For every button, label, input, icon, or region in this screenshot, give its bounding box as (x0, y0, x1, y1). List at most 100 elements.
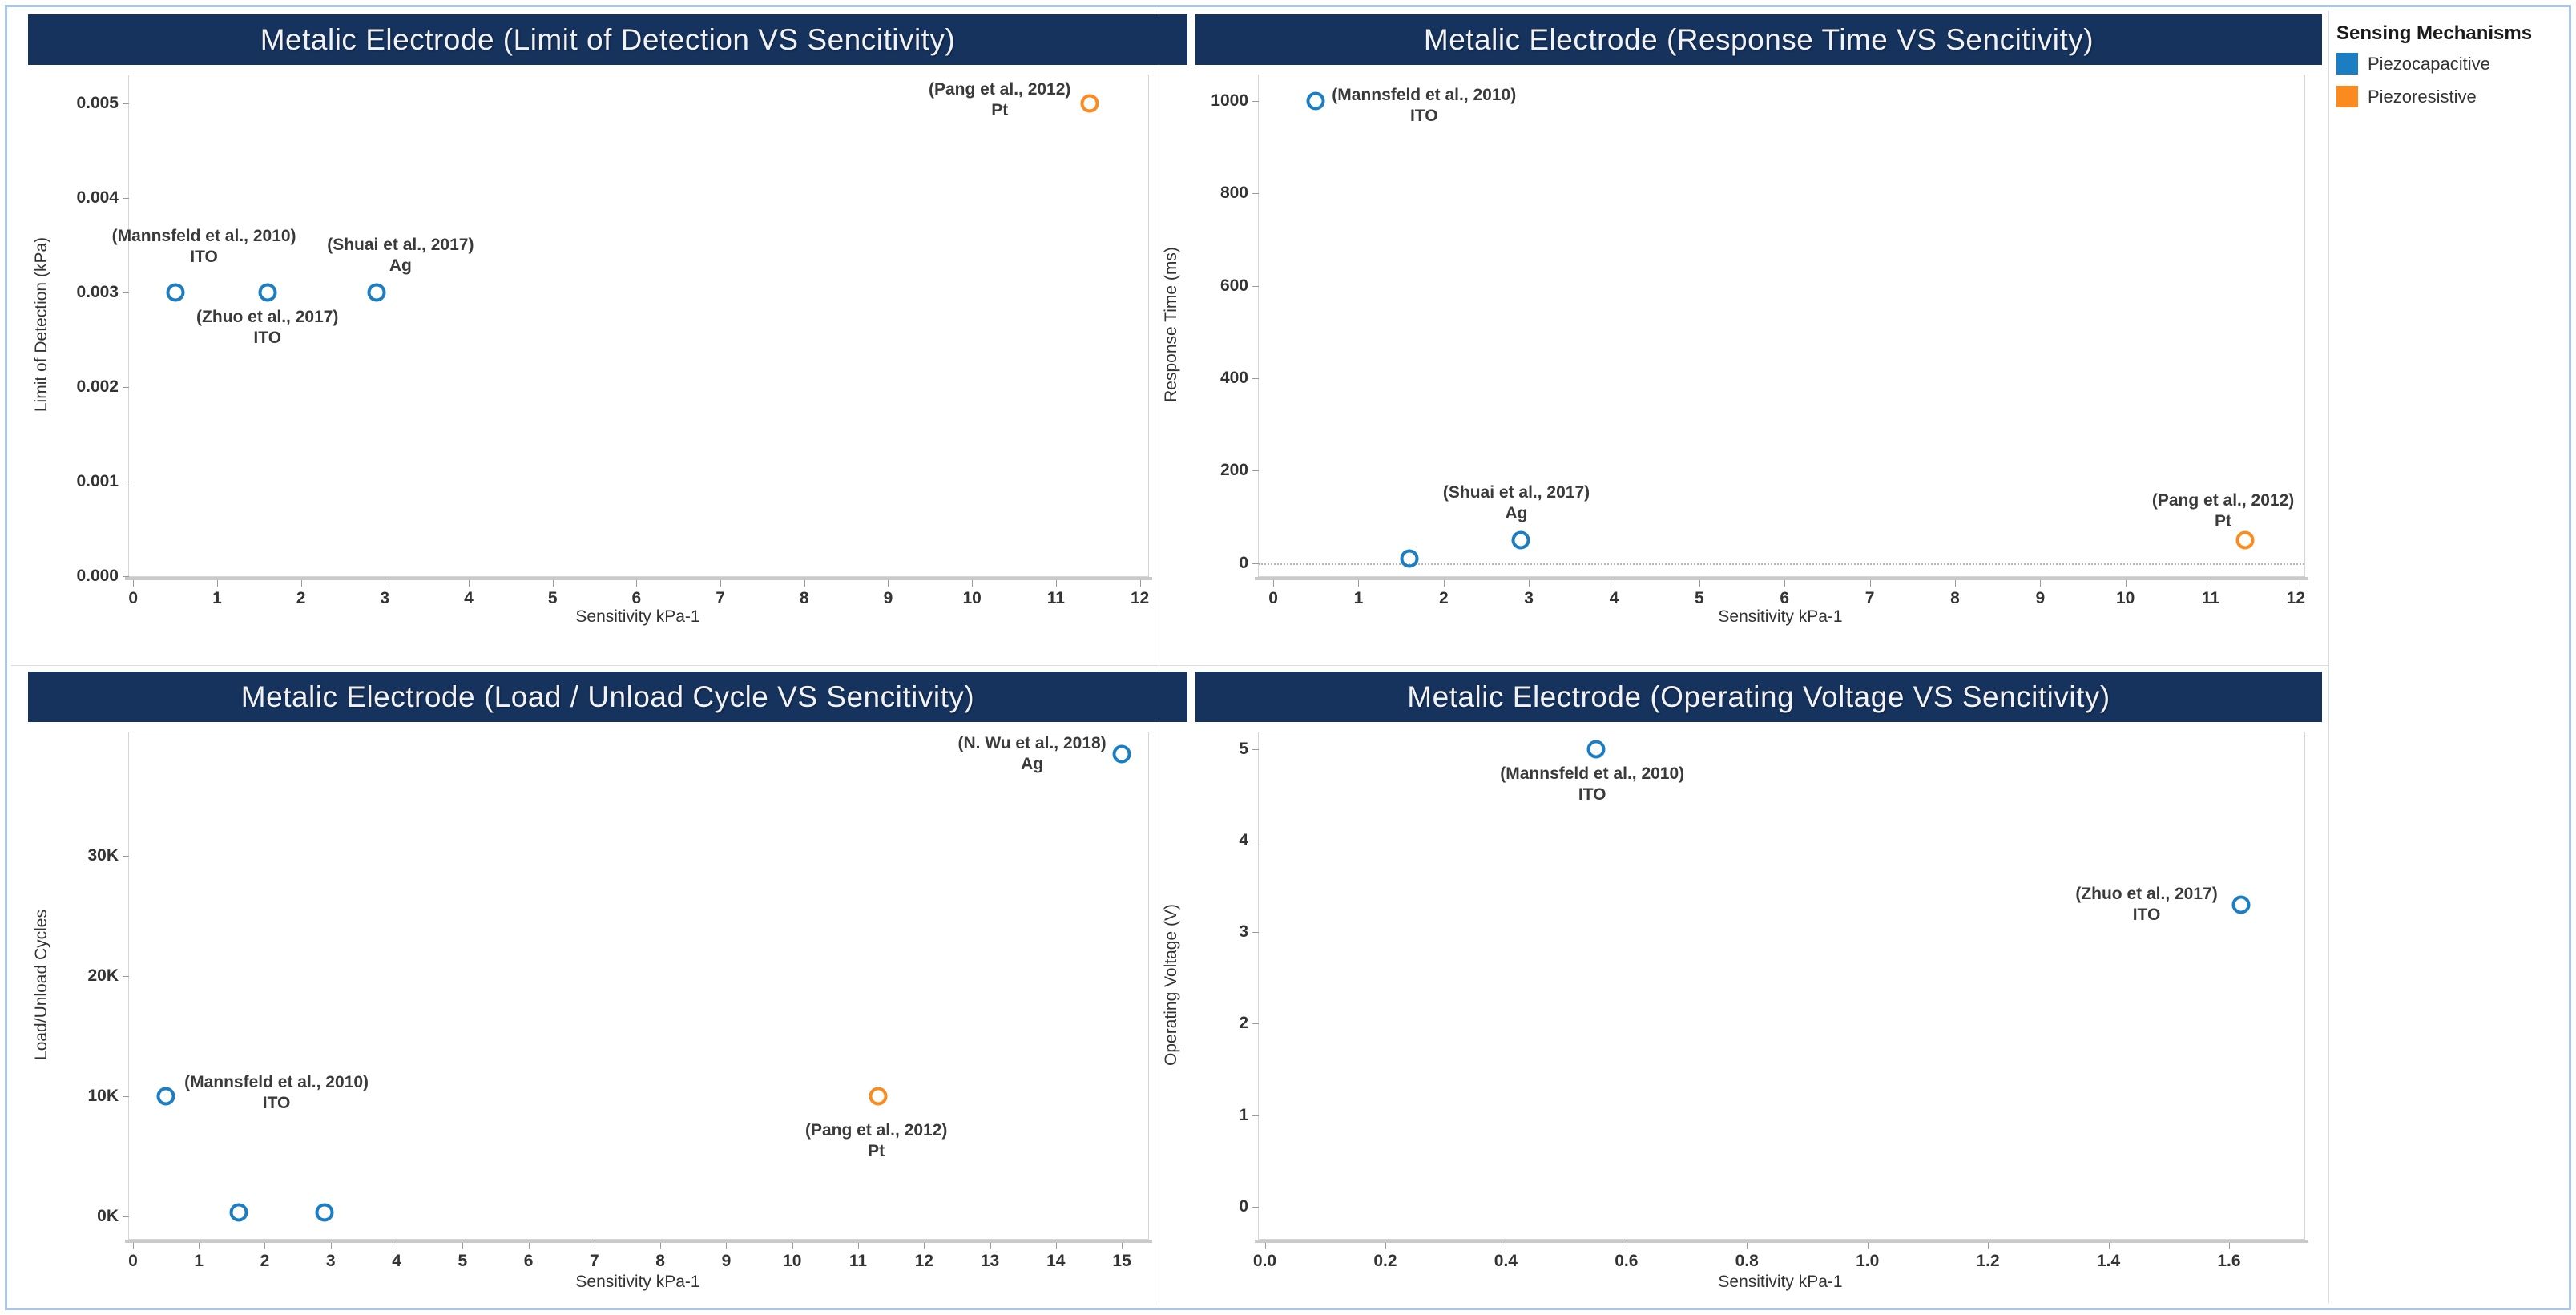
y-tick-label: 600 (1219, 276, 1248, 295)
y-tick-label: 200 (1219, 461, 1248, 480)
x-tick-mark (1139, 580, 1141, 587)
scatter-point[interactable] (1080, 94, 1099, 113)
point-citation: (Shuai et al., 2017) (327, 236, 474, 255)
y-tick-mark (1252, 1023, 1259, 1025)
point-citation: (Pang et al., 2012) (929, 80, 1071, 99)
x-tick-mark (1385, 1243, 1386, 1249)
scatter-point[interactable] (315, 1203, 334, 1222)
y-tick-label: 0.001 (76, 472, 119, 491)
y-tick-label: 0.000 (76, 567, 119, 585)
point-label: (Zhuo et al., 2017) ITO (2075, 884, 2217, 926)
x-axis-line (1255, 577, 2308, 580)
x-axis-line (1255, 1240, 2308, 1243)
x-tick-mark (1784, 580, 1786, 587)
point-material: Ag (1021, 754, 1044, 773)
y-tick-label: 800 (1219, 184, 1248, 203)
point-citation: (Zhuo et al., 2017) (2075, 884, 2218, 903)
x-axis-line (125, 577, 1152, 580)
x-tick-label: 7 (1864, 589, 1875, 607)
y-tick-mark (1252, 100, 1259, 102)
point-material: Pt (991, 101, 1009, 120)
scatter-point[interactable] (1306, 91, 1325, 111)
y-tick-mark (1252, 563, 1259, 564)
scatter-point[interactable] (2231, 895, 2251, 914)
scatter-point[interactable] (166, 283, 185, 302)
legend-item-piezoresistive[interactable]: Piezoresistive (2336, 86, 2532, 107)
x-tick-label: 0.4 (1494, 1252, 1518, 1270)
y-tick-mark (1252, 1115, 1259, 1116)
scatter-point[interactable] (1586, 740, 1606, 759)
x-tick-mark (1122, 1243, 1123, 1249)
scatter-point[interactable] (1511, 530, 1530, 550)
y-tick-mark (123, 1095, 129, 1097)
legend-item-piezocapacitive[interactable]: Piezocapacitive (2336, 53, 2532, 75)
scatter-point[interactable] (156, 1087, 175, 1106)
zero-reference-line (1259, 563, 2304, 565)
scatter-point[interactable] (229, 1203, 248, 1222)
x-tick-label: 7 (716, 589, 725, 607)
y-tick-label: 1 (1239, 1105, 1248, 1124)
scatter-point[interactable] (2235, 530, 2255, 550)
x-tick-label: 8 (655, 1252, 665, 1270)
y-tick-label: 0K (97, 1206, 119, 1225)
legend-sensing-mechanisms: Sensing Mechanisms Piezocapacitive Piezo… (2336, 22, 2532, 119)
point-material: Ag (1505, 503, 1528, 522)
point-material: ITO (253, 329, 282, 348)
piezocapacitive-swatch-icon (2336, 53, 2358, 75)
point-label: (Shuai et al., 2017) Ag (327, 235, 474, 276)
x-tick-label: 4 (464, 589, 474, 607)
x-tick-mark (2040, 580, 2042, 587)
x-tick-mark (1699, 580, 1700, 587)
x-tick-label: 15 (1112, 1252, 1131, 1270)
point-citation: (Mannsfeld et al., 2010) (184, 1072, 369, 1091)
scatter-point[interactable] (869, 1087, 888, 1106)
point-citation: (Zhuo et al., 2017) (196, 308, 339, 327)
point-citation: (Pang et al., 2012) (804, 1120, 948, 1140)
x-tick-mark (660, 1243, 662, 1249)
x-tick-label: 9 (2035, 589, 2046, 607)
x-tick-label: 4 (1609, 589, 1619, 607)
scatter-point[interactable] (1112, 744, 1131, 764)
point-material: Ag (389, 256, 412, 276)
y-axis-title: Response Time (ms) (1162, 247, 1180, 402)
x-tick-mark (469, 580, 470, 587)
scatter-point[interactable] (258, 283, 277, 302)
x-tick-mark (1954, 580, 1956, 587)
y-tick-label: 0 (1239, 553, 1248, 572)
scatter-point[interactable] (367, 283, 386, 302)
scatter-pane-load-unload-cycle: 0 1 2 3 4 5 6 7 8 9 10 11 12 13 14 15 0K 10K 20K 30K (Mannsf… (87, 732, 1152, 1270)
x-tick-label: 11 (849, 1252, 868, 1270)
x-tick-mark (792, 1243, 793, 1249)
scatter-point[interactable] (1400, 549, 1419, 568)
x-tick-mark (1443, 580, 1445, 587)
x-tick-label: 12 (1130, 589, 1150, 607)
legend-title: Sensing Mechanisms (2336, 22, 2533, 44)
y-tick-mark (1252, 748, 1259, 750)
x-tick-mark (462, 1243, 464, 1249)
x-tick-label: 12 (914, 1252, 933, 1270)
x-tick-label: 2 (1438, 589, 1449, 607)
x-tick-mark (888, 580, 889, 587)
y-tick-mark (123, 103, 129, 105)
point-label: (Zhuo et al., 2017) ITO (196, 307, 338, 349)
x-tick-mark (1055, 1243, 1057, 1249)
point-label: (Pang et al., 2012) Pt (929, 79, 1070, 121)
x-tick-label: 8 (799, 589, 809, 607)
x-tick-mark (720, 580, 722, 587)
x-tick-label: 3 (380, 589, 390, 607)
x-tick-label: 4 (392, 1252, 401, 1270)
x-tick-label: 6 (1780, 589, 1790, 607)
legend-item-label: Piezocapacitive (2368, 53, 2490, 74)
x-tick-label: 1 (1353, 589, 1364, 607)
x-axis-title: Sensitivity kPa-1 (575, 607, 700, 626)
y-axis-title: Limit of Detection (kPa) (32, 236, 50, 413)
point-label: (Mannsfeld et al., 2010) ITO (184, 1072, 369, 1114)
y-tick-label: 4 (1239, 830, 1248, 849)
x-tick-mark (1988, 1243, 1989, 1249)
x-tick-label: 2 (260, 1252, 270, 1270)
y-tick-label: 0.004 (76, 188, 119, 208)
point-label: (Pang et al., 2012) Pt (2152, 490, 2294, 532)
x-tick-mark (857, 1243, 859, 1249)
y-tick-label: 0 (1239, 1197, 1248, 1216)
point-material: ITO (190, 248, 218, 267)
